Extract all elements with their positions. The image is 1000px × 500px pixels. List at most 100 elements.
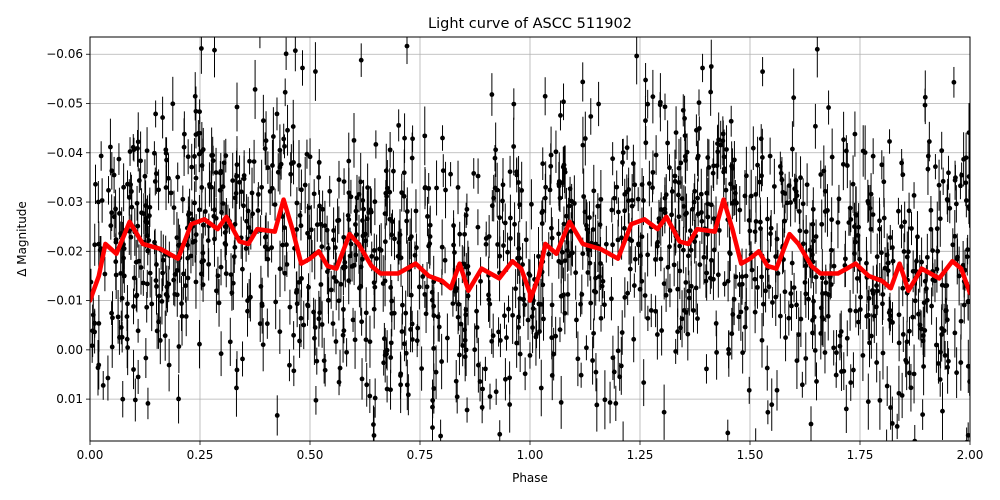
- data-point: [865, 198, 871, 204]
- data-point: [291, 332, 297, 338]
- data-point: [283, 51, 289, 57]
- y-axis-ticks: 0.01 0.00 −0.01 −0.02 −0.03 −0.04 −0.05 −0.06: [46, 47, 90, 406]
- data-point: [721, 166, 727, 172]
- data-point: [813, 274, 819, 280]
- data-point: [864, 260, 869, 266]
- data-point: [338, 281, 344, 287]
- data-point: [822, 350, 828, 355]
- data-point: [325, 297, 331, 303]
- data-point: [580, 251, 586, 257]
- data-point: [431, 386, 437, 391]
- data-point: [711, 163, 717, 169]
- data-point: [144, 148, 150, 154]
- data-point: [675, 329, 681, 335]
- data-point: [383, 190, 389, 196]
- data-point: [180, 196, 186, 202]
- data-point: [438, 433, 444, 439]
- data-point: [372, 199, 378, 205]
- data-point: [319, 322, 325, 327]
- data-point: [373, 142, 379, 147]
- data-point: [223, 271, 229, 277]
- data-point: [641, 380, 647, 386]
- data-point: [514, 340, 520, 346]
- data-point: [870, 212, 876, 217]
- data-point: [175, 174, 181, 180]
- data-point: [691, 308, 696, 313]
- data-point: [851, 367, 856, 373]
- data-point: [549, 335, 555, 341]
- data-point: [684, 149, 690, 155]
- data-point: [132, 397, 138, 403]
- data-point: [548, 152, 554, 158]
- data-point: [181, 271, 186, 277]
- data-point: [904, 360, 910, 365]
- data-point: [541, 316, 546, 322]
- data-point: [593, 289, 599, 295]
- data-point: [273, 299, 279, 305]
- data-point: [557, 327, 563, 333]
- data-point: [198, 46, 204, 51]
- data-point: [738, 309, 744, 315]
- data-point: [650, 94, 656, 100]
- data-point: [695, 195, 700, 201]
- data-point: [724, 147, 729, 152]
- data-point: [384, 386, 390, 392]
- data-point: [764, 365, 770, 371]
- data-point: [879, 250, 884, 256]
- data-point: [299, 276, 304, 281]
- data-point: [109, 344, 115, 350]
- data-point: [874, 288, 880, 294]
- data-point: [940, 178, 946, 184]
- data-point: [320, 206, 326, 212]
- data-point: [192, 93, 198, 99]
- data-point: [798, 316, 804, 322]
- data-point: [591, 188, 597, 194]
- data-point: [794, 302, 799, 308]
- data-point: [462, 337, 468, 343]
- data-point: [234, 385, 239, 391]
- data-point: [676, 180, 682, 185]
- data-point: [230, 178, 236, 183]
- data-point: [422, 133, 428, 139]
- data-point: [241, 176, 247, 182]
- data-point: [747, 228, 753, 234]
- data-point: [643, 77, 648, 83]
- data-point: [403, 310, 409, 316]
- data-point: [444, 335, 450, 341]
- data-point: [917, 322, 923, 328]
- data-point: [782, 218, 788, 224]
- data-point: [497, 431, 503, 437]
- data-point: [868, 333, 874, 339]
- data-point: [138, 265, 144, 270]
- data-point: [868, 226, 874, 232]
- data-point: [252, 87, 258, 92]
- data-point: [95, 365, 101, 371]
- data-point: [774, 236, 780, 242]
- data-point: [231, 254, 237, 260]
- data-point: [414, 245, 419, 251]
- data-point: [609, 296, 614, 302]
- data-point: [966, 174, 970, 179]
- data-point: [269, 245, 275, 251]
- data-point: [174, 235, 180, 241]
- x-tick-label: 1.25: [627, 448, 654, 462]
- data-point: [934, 226, 940, 232]
- data-point: [402, 135, 407, 141]
- data-point: [799, 382, 805, 388]
- data-point: [118, 325, 124, 330]
- data-point: [448, 171, 453, 177]
- data-point: [653, 152, 659, 158]
- data-point: [538, 385, 544, 391]
- data-point: [263, 234, 269, 240]
- data-point: [818, 172, 824, 177]
- data-point: [346, 158, 352, 164]
- data-point: [512, 221, 517, 227]
- data-point: [168, 190, 174, 196]
- data-point: [700, 65, 705, 71]
- data-point: [327, 188, 333, 194]
- data-point: [854, 276, 860, 281]
- data-point: [228, 272, 234, 277]
- data-point: [109, 168, 115, 174]
- data-point: [115, 314, 121, 320]
- data-point: [232, 195, 238, 201]
